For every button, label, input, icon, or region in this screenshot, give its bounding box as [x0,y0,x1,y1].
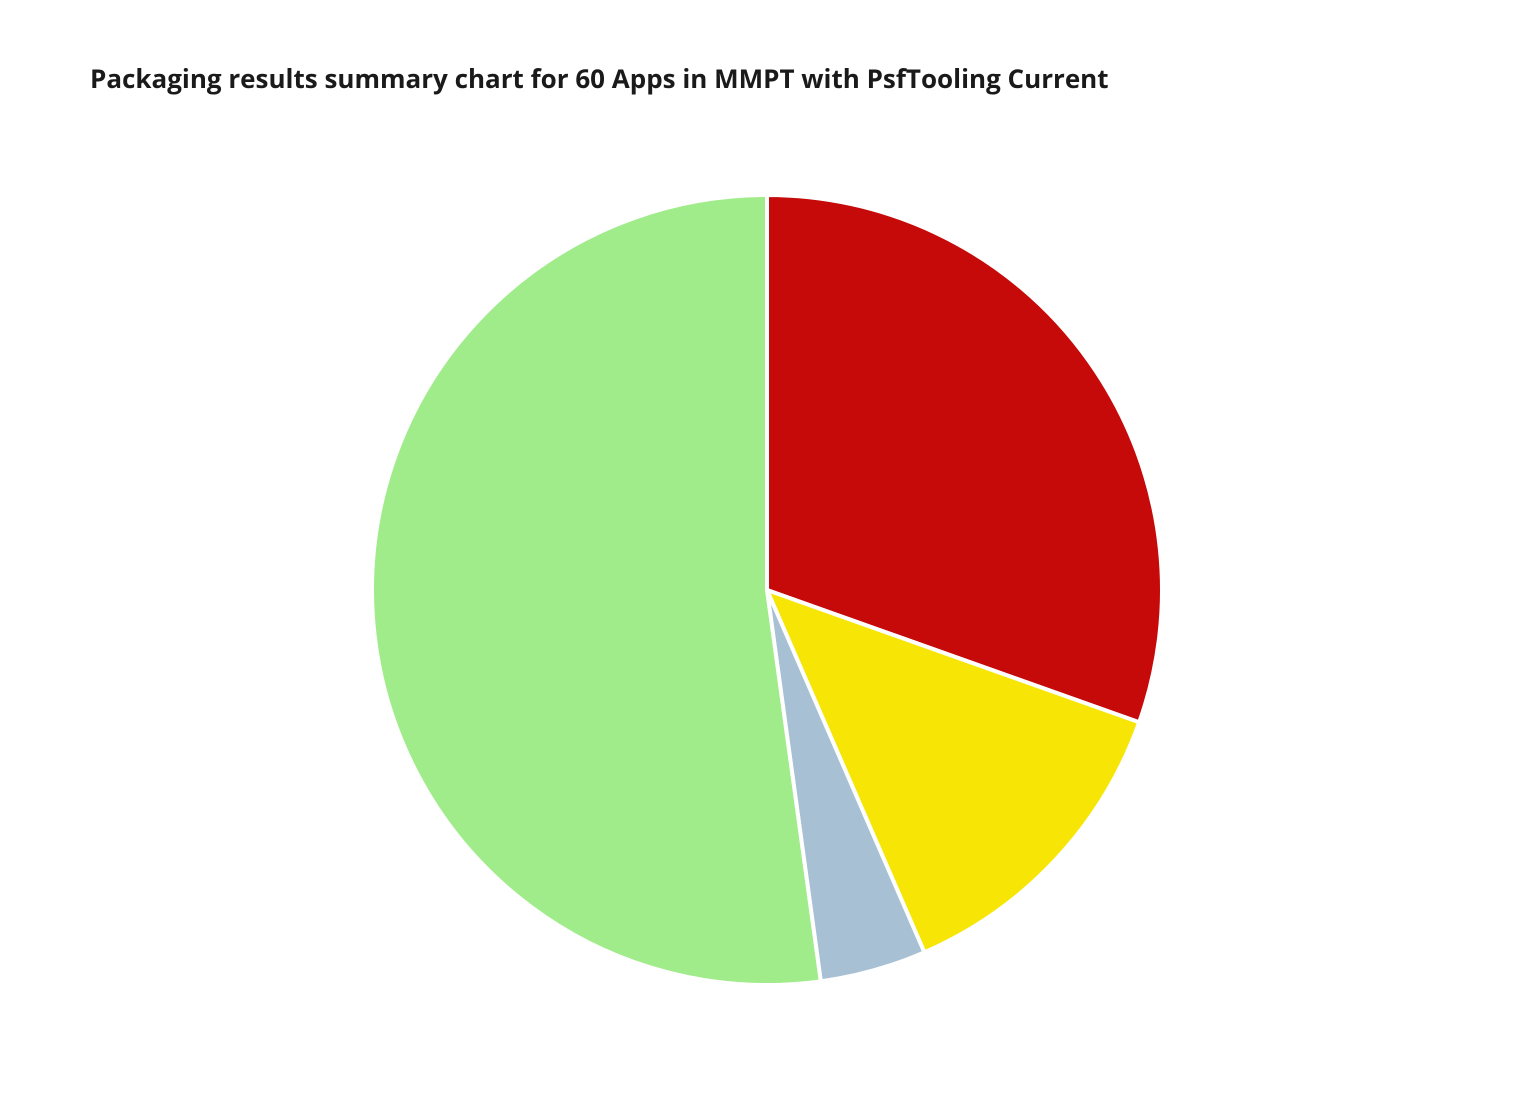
chart-title: Packaging results summary chart for 60 A… [90,60,1109,96]
pie-chart [372,195,1162,990]
pie-svg [372,195,1162,985]
pie-slice-green [372,195,821,985]
